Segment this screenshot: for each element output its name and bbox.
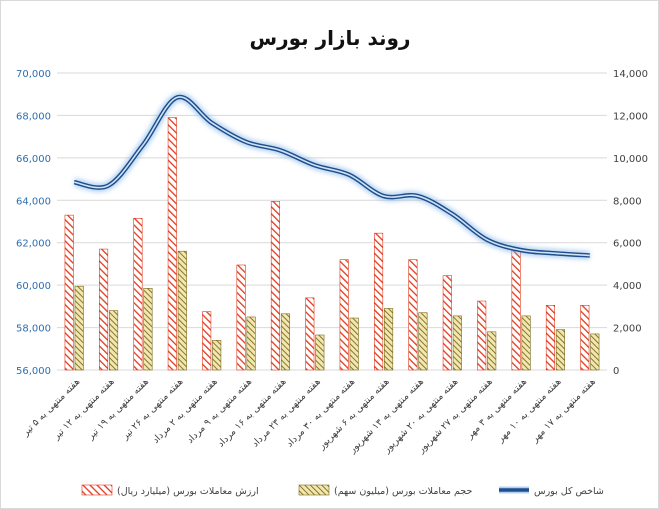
bar-trade-volume — [384, 308, 394, 371]
legend-label-trade-value: ارزش معاملات بورس (میلیارد ریال) — [117, 486, 259, 497]
bar-trade-value — [374, 232, 384, 371]
index-line-glow — [73, 92, 591, 260]
category-label: هفته منتهی به ۹ مرداد — [185, 376, 254, 445]
bar-trade-volume — [109, 310, 119, 371]
bars — [64, 117, 600, 371]
bar-trade-volume — [212, 339, 222, 371]
bar-trade-value — [339, 259, 349, 371]
bar-trade-volume — [143, 288, 153, 371]
bar-trade-value — [64, 214, 74, 371]
bar-trade-volume — [418, 312, 428, 371]
left-axis-tick-label: 56,000 — [16, 366, 51, 377]
legend-label-index: شاخص کل بورس — [534, 486, 604, 497]
left-axis-tick-label: 70,000 — [16, 69, 51, 80]
category-label: هفته منتهی به ۱۷ مهر — [529, 376, 598, 445]
right-axis-tick-label: 8,000 — [613, 196, 642, 207]
bar-trade-volume — [487, 331, 497, 371]
legend-label-trade-volume: حجم معاملات بورس (میلیون سهم) — [334, 486, 472, 497]
bar-trade-value — [236, 264, 246, 371]
category-label: هفته منتهی به ۱۹ تیر — [85, 376, 151, 442]
bar-trade-volume — [246, 316, 256, 371]
right-axis-tick-label: 14,000 — [613, 69, 648, 80]
category-label: هفته منتهی به ۲۶ تیر — [119, 376, 185, 442]
left-axis-ticks: 56,000 58,000 60,000 62,000 64,000 66,000 68,0… — [16, 69, 51, 377]
bar-trade-value — [477, 300, 487, 371]
right-axis-tick-label: 0 — [613, 366, 619, 377]
bar-trade-volume — [555, 329, 565, 371]
bar-trade-value — [133, 218, 143, 371]
right-axis-tick-label: 12,000 — [613, 111, 648, 122]
bar-trade-value — [408, 259, 418, 371]
bar-trade-value — [580, 304, 590, 371]
bar-trade-volume — [590, 333, 600, 371]
left-axis-tick-label: 62,000 — [16, 239, 51, 250]
left-axis-tick-label: 68,000 — [16, 111, 51, 122]
bar-trade-value — [202, 311, 212, 371]
chart-title: روند بازار بورس — [250, 26, 411, 50]
legend: ارزش معاملات بورس (میلیارد ریال) حجم معام… — [81, 484, 604, 497]
bar-trade-volume — [452, 315, 462, 371]
category-label: هفته منتهی به ۱۲ تیر — [50, 376, 116, 442]
bar-trade-volume — [349, 317, 359, 371]
left-axis-tick-label: 66,000 — [16, 154, 51, 165]
bar-trade-volume — [74, 285, 84, 371]
category-label: هفته منتهی به ۲ مرداد — [150, 376, 219, 445]
category-label: هفته منتهی به ۵ تیر — [20, 376, 83, 439]
legend-swatch-trade-volume — [298, 484, 330, 496]
bar-trade-value — [511, 248, 521, 371]
bar-trade-value — [167, 117, 177, 371]
category-label: هفته منتهی به ۱۰ مهر — [495, 376, 564, 445]
bar-trade-volume — [280, 313, 290, 371]
index-line-outer — [73, 94, 590, 258]
bar-trade-value — [442, 275, 452, 371]
index-line — [73, 92, 591, 260]
left-axis-tick-label: 64,000 — [16, 196, 51, 207]
bar-trade-value — [305, 297, 315, 371]
bar-trade-volume — [521, 315, 531, 371]
left-axis-tick-label: 60,000 — [16, 281, 51, 292]
bar-trade-value — [99, 248, 109, 371]
bar-trade-value — [545, 304, 555, 371]
right-axis-tick-label: 4,000 — [613, 281, 642, 292]
category-label: هفته منتهی به ۳ مهر — [464, 376, 529, 441]
bar-trade-volume — [177, 250, 187, 371]
right-axis-tick-label: 2,000 — [613, 324, 642, 335]
bar-trade-value — [270, 201, 280, 371]
index-line-inner — [74, 96, 590, 257]
left-axis-tick-label: 58,000 — [16, 324, 51, 335]
legend-swatch-trade-value — [81, 484, 113, 496]
right-axis-tick-label: 10,000 — [613, 154, 648, 165]
bar-trade-volume — [315, 334, 325, 371]
right-axis-ticks: 0 2,000 4,000 6,000 8,000 10,000 12,000 14,000 — [613, 69, 648, 377]
right-axis-tick-label: 6,000 — [613, 239, 642, 250]
